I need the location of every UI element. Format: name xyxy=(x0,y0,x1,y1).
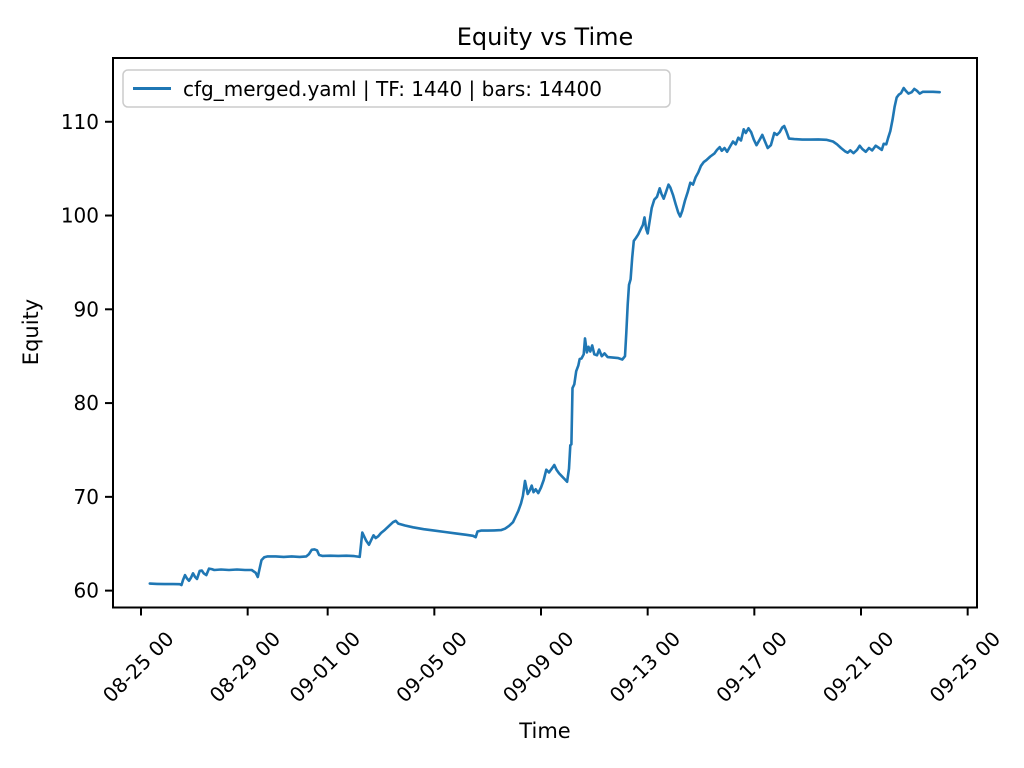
legend-box xyxy=(122,69,671,108)
x-tick-label: 09-25 00 xyxy=(925,627,1006,708)
legend-label: cfg_merged.yaml | TF: 1440 | bars: 14400 xyxy=(183,77,602,101)
x-tick-label: 09-01 00 xyxy=(285,627,366,708)
y-axis: 60 70 80 90 100 110 xyxy=(61,110,113,603)
y-tick-label: 60 xyxy=(74,579,99,603)
x-tick-label: 08-29 00 xyxy=(205,627,286,708)
y-tick-label: 110 xyxy=(61,110,99,134)
x-tick-label: 09-09 00 xyxy=(498,627,579,708)
x-tick-label: 09-17 00 xyxy=(711,627,792,708)
y-tick-label: 100 xyxy=(61,204,99,228)
legend: cfg_merged.yaml | TF: 1440 | bars: 14400 xyxy=(122,69,671,108)
y-tick-label: 70 xyxy=(74,485,99,509)
x-tick-label: 08-25 00 xyxy=(98,627,179,708)
x-axis-label: Time xyxy=(518,719,570,743)
y-tick-label: 80 xyxy=(74,391,99,415)
plot-border xyxy=(112,57,978,609)
x-tick-label: 09-05 00 xyxy=(391,627,472,708)
x-tick-label: 09-13 00 xyxy=(605,627,686,708)
chart-title: Equity vs Time xyxy=(457,23,634,51)
x-tick-label: 09-21 00 xyxy=(818,627,899,708)
equity-line-series xyxy=(148,86,941,587)
y-axis-label: Equity xyxy=(19,299,43,365)
x-axis: 08-25 00 08-29 00 09-01 00 09-05 00 09-09 00… xyxy=(98,607,1006,708)
y-tick-label: 90 xyxy=(74,297,99,321)
